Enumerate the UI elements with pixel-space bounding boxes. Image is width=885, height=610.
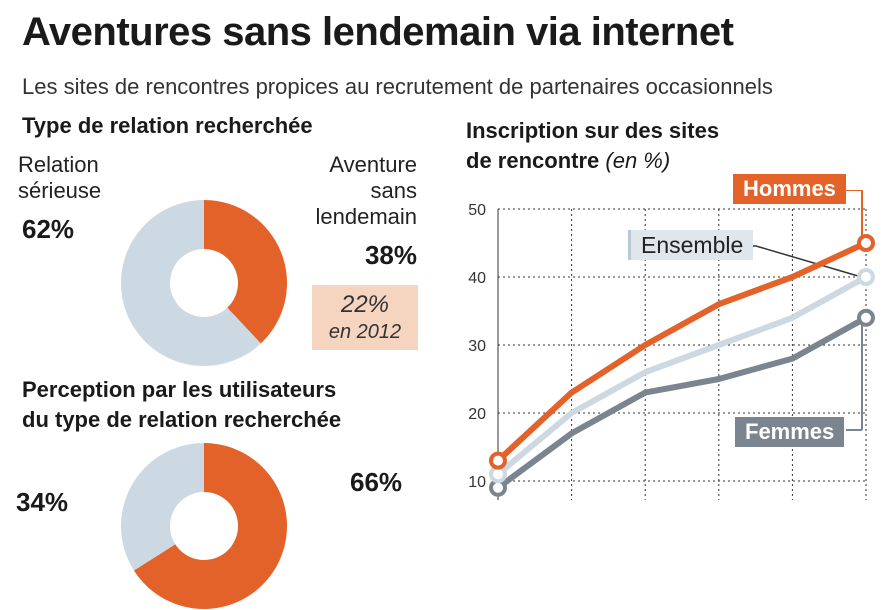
series-point-hommes [489, 451, 507, 470]
title-line: Inscription sur des sites [466, 118, 720, 143]
donut1-slice-1 [120, 200, 261, 366]
y-tick-label: 10 [468, 474, 486, 491]
page-title: Aventures sans lendemain via internet [22, 10, 734, 54]
pct-aventure: 38% [364, 240, 417, 270]
series-line-ensemble [495, 274, 869, 478]
pct-relation-serieuse: 62% [22, 214, 75, 244]
label-aventure: Aventure sans lendemain [315, 152, 417, 230]
pct-perception-right: 66% [350, 467, 403, 497]
line-chart-inscription: 10 20 30 40 50 [468, 190, 875, 500]
label-relation-serieuse: Relation sérieuse [18, 152, 101, 204]
page-subtitle: Les sites de rencontres propices au recr… [22, 74, 773, 99]
series-line-femmes [495, 314, 869, 491]
label-line: Aventure [329, 152, 417, 177]
title-line: du type de relation recherchée [22, 407, 342, 432]
series-line-hommes [495, 240, 869, 464]
donut-chart-relation-type [120, 200, 287, 366]
title-line: de rencontre (en %) [466, 146, 719, 176]
label-line: lendemain [315, 204, 417, 229]
y-tick-label: 30 [468, 338, 486, 355]
y-tick-label: 40 [468, 270, 486, 287]
series-point-hommes [857, 234, 875, 252]
series-point-ensemble [857, 268, 875, 286]
legend-label-femmes: Femmes [735, 417, 845, 447]
donut1-slice-0 [204, 200, 287, 344]
title-unit: (en %) [605, 148, 671, 173]
box-2012-value: 22% [340, 291, 390, 318]
y-tick-label: 50 [468, 202, 486, 219]
label-line: Relation [18, 152, 99, 177]
pct-perception-left: 34% [16, 487, 69, 517]
label-line: sérieuse [18, 178, 102, 203]
legend-label-ensemble: Ensemble [628, 230, 754, 260]
donut2-slice-1 [121, 443, 204, 571]
y-tick-label: 20 [468, 406, 486, 423]
section-title-perception: Perception par les utilisateurs du type … [22, 375, 341, 435]
title-line: Perception par les utilisateurs [22, 377, 337, 402]
box-2012: 22% en 2012 [312, 285, 418, 350]
series-point-femmes [857, 308, 875, 327]
label-line: sans [370, 178, 417, 203]
title-text: de rencontre [466, 148, 600, 173]
legend-label-hommes: Hommes [733, 174, 846, 204]
section-title-relation-type: Type de relation recherchée [22, 113, 313, 138]
box-2012-label: en 2012 [328, 321, 402, 343]
donut-chart-perception [121, 443, 287, 609]
section-title-inscription: Inscription sur des sites de rencontre (… [466, 116, 719, 176]
